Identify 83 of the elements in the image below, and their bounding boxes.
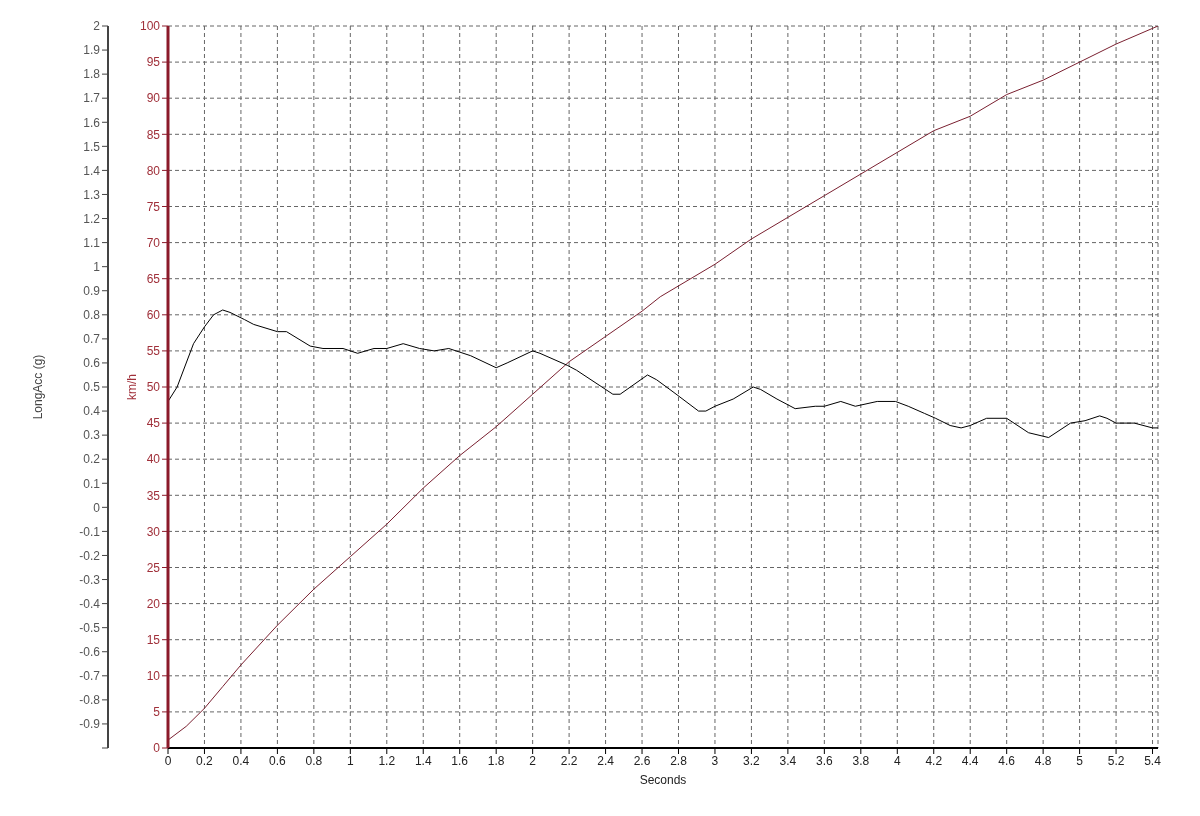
y2-tick-label: 0.6 bbox=[83, 356, 101, 371]
x-tick-label: 0.4 bbox=[232, 753, 250, 768]
x-tick-label: 4.2 bbox=[925, 753, 943, 768]
y2-tick-label: -0.3 bbox=[79, 572, 101, 587]
y-tick-label: 100 bbox=[139, 19, 161, 34]
line-series bbox=[168, 309, 1158, 439]
x-tick-label: 4 bbox=[893, 753, 901, 768]
x-tick-label: 2.2 bbox=[560, 753, 578, 768]
y2-tick-label: -0.2 bbox=[79, 548, 101, 563]
x-tick-label: 1.8 bbox=[487, 753, 505, 768]
y-tick-label: 25 bbox=[146, 560, 161, 575]
y-tick-label: 30 bbox=[146, 524, 161, 539]
x-tick-label: 2 bbox=[529, 753, 537, 768]
x-tick-label: 3.4 bbox=[779, 753, 797, 768]
y2-axis-title: LongAcc (g) bbox=[31, 354, 46, 420]
x-axis-title: Seconds bbox=[639, 773, 687, 787]
y-tick-label: 5 bbox=[153, 705, 161, 720]
y2-tick-label: 0 bbox=[93, 500, 101, 515]
y-tick-label: 65 bbox=[146, 271, 161, 286]
y-tick-label: 80 bbox=[146, 163, 161, 178]
y2-tick-label: -0.1 bbox=[79, 524, 101, 539]
y-axis-title: km/h bbox=[125, 373, 140, 401]
y2-tick-label: 1.3 bbox=[83, 187, 101, 202]
y-tick-label: 20 bbox=[146, 596, 161, 611]
y2-tick-label: -0.9 bbox=[79, 717, 101, 732]
x-tick-label: 5 bbox=[1076, 753, 1084, 768]
y2-tick-label: 0.1 bbox=[83, 476, 101, 491]
y2-tick-label: -0.4 bbox=[79, 596, 101, 611]
y2-tick-label: 0.3 bbox=[83, 428, 101, 443]
y-tick-label: 15 bbox=[146, 632, 161, 647]
y-tick-label: 40 bbox=[146, 452, 161, 467]
y2-tick-label: 0.4 bbox=[83, 404, 101, 419]
y2-tick-label: -0.7 bbox=[79, 669, 101, 684]
y-tick-label: 10 bbox=[146, 669, 161, 684]
y-tick-label: 75 bbox=[146, 199, 161, 214]
x-tick-label: 4.8 bbox=[1034, 753, 1052, 768]
y-tick-label: 70 bbox=[146, 235, 161, 250]
y-tick-label: 0 bbox=[153, 741, 161, 756]
y2-tick-label: 2 bbox=[93, 19, 101, 34]
y-tick-label: 55 bbox=[146, 344, 161, 359]
x-tick-label: 2.8 bbox=[670, 753, 688, 768]
y-tick-label: 35 bbox=[146, 488, 161, 503]
y2-tick-label: 0.5 bbox=[83, 380, 101, 395]
y2-tick-label: 1.6 bbox=[83, 115, 101, 130]
x-tick-label: 3.2 bbox=[743, 753, 761, 768]
y2-tick-label: -0.6 bbox=[79, 644, 101, 659]
x-tick-label: 4.4 bbox=[961, 753, 979, 768]
x-tick-label: 3.6 bbox=[816, 753, 834, 768]
y2-tick-label: 1.9 bbox=[83, 43, 101, 58]
y2-tick-label: 0.2 bbox=[83, 452, 101, 467]
y2-tick-label: 1.8 bbox=[83, 67, 101, 82]
x-tick-label: 1 bbox=[346, 753, 354, 768]
y2-tick-label: -0.8 bbox=[79, 693, 101, 708]
x-tick-label: 0.2 bbox=[196, 753, 214, 768]
x-tick-label: 1.4 bbox=[414, 753, 432, 768]
y-tick-label: 45 bbox=[146, 416, 161, 431]
y2-tick-label: 1.2 bbox=[83, 211, 101, 226]
x-tick-label: 1.6 bbox=[451, 753, 469, 768]
y-tick-label: 60 bbox=[146, 308, 161, 323]
x-tick-label: 5.4 bbox=[1144, 753, 1162, 768]
x-tick-label: 0.8 bbox=[305, 753, 323, 768]
y-tick-label: 95 bbox=[146, 55, 161, 70]
y-tick-label: 90 bbox=[146, 91, 161, 106]
y2-tick-label: 0.9 bbox=[83, 283, 101, 298]
x-tick-label: 3.8 bbox=[852, 753, 870, 768]
y-tick-label: 85 bbox=[146, 127, 161, 142]
x-tick-label: 2.4 bbox=[597, 753, 615, 768]
x-tick-label: 1.2 bbox=[378, 753, 396, 768]
y-tick-label: 50 bbox=[146, 380, 161, 395]
y2-tick-label: 1.4 bbox=[83, 163, 101, 178]
x-tick-label: 2.6 bbox=[633, 753, 651, 768]
y2-tick-label: 0.8 bbox=[83, 308, 101, 323]
y2-tick-label: 1.7 bbox=[83, 91, 101, 106]
x-tick-label: 0.6 bbox=[269, 753, 287, 768]
y2-tick-label: -0.5 bbox=[79, 620, 101, 635]
x-tick-label: 3 bbox=[711, 753, 719, 768]
y2-tick-label: 1.5 bbox=[83, 139, 101, 154]
x-tick-label: 5.2 bbox=[1107, 753, 1125, 768]
y2-tick-label: 1.1 bbox=[83, 235, 101, 250]
y2-tick-label: 1 bbox=[93, 259, 101, 274]
y2-tick-label: 0.7 bbox=[83, 332, 101, 347]
x-tick-label: 0 bbox=[164, 753, 172, 768]
x-tick-label: 4.6 bbox=[998, 753, 1016, 768]
